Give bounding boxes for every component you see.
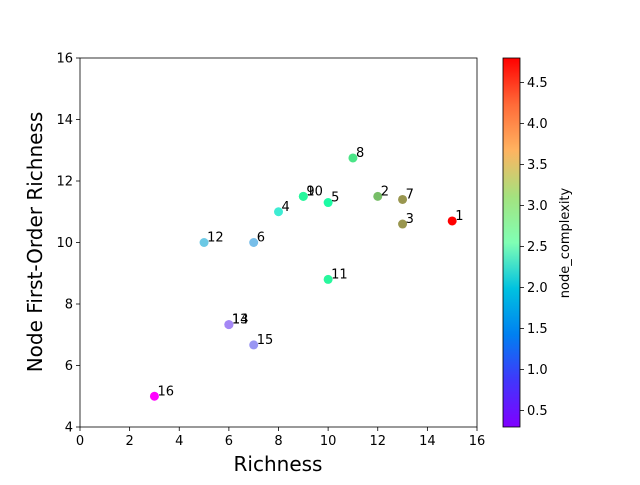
y-tick-label: 14 xyxy=(56,113,73,128)
data-point xyxy=(298,191,308,201)
colorbar-tick-label: 1.0 xyxy=(527,363,548,378)
y-tick-label: 16 xyxy=(56,52,73,67)
data-point-label: 7 xyxy=(406,187,414,202)
data-point-label: 10 xyxy=(306,184,323,199)
data-point-label: 4 xyxy=(282,200,290,215)
x-tick-label: 0 xyxy=(76,434,84,449)
data-point xyxy=(373,191,383,201)
y-tick-label: 4 xyxy=(65,421,73,436)
x-tick-label: 4 xyxy=(175,434,183,449)
data-point-label: 9 xyxy=(306,184,314,199)
x-tick-label: 8 xyxy=(274,434,282,449)
data-point xyxy=(323,198,333,208)
data-point xyxy=(274,207,283,217)
data-point-label: 13 xyxy=(232,313,249,328)
data-point-label: 16 xyxy=(157,384,174,399)
data-point-label: 6 xyxy=(257,231,265,246)
colorbar-title: node_complexity xyxy=(558,187,573,298)
data-point-label: 2 xyxy=(381,184,389,199)
data-point-label: 5 xyxy=(331,191,339,206)
data-point xyxy=(249,238,259,247)
data-point-label: 11 xyxy=(331,267,348,282)
data-point xyxy=(199,238,209,247)
data-point-label: 8 xyxy=(356,146,364,161)
data-point-label: 14 xyxy=(232,313,249,328)
x-tick-label: 16 xyxy=(469,434,486,449)
colorbar-tick-label: 3.5 xyxy=(527,158,548,173)
colorbar-tick-label: 2.0 xyxy=(527,281,548,296)
y-tick-label: 10 xyxy=(56,236,73,251)
plot-frame xyxy=(79,57,478,428)
y-tick-label: 8 xyxy=(65,298,73,313)
y-tick-label: 12 xyxy=(56,175,73,190)
colorbar: 0.5 1.0 1.5 2.0 2.5 3.0 3.5 4.0 4.5 xyxy=(502,57,548,428)
data-point-label: 3 xyxy=(406,212,414,227)
x-tick-label: 6 xyxy=(225,434,233,449)
colorbar-tick-label: 1.5 xyxy=(527,322,548,337)
colorbar-tick-label: 4.0 xyxy=(527,117,548,132)
data-point xyxy=(348,153,358,163)
data-point xyxy=(224,320,234,330)
data-point xyxy=(323,274,333,284)
y-tick-label: 6 xyxy=(65,359,73,374)
data-point-label: 12 xyxy=(207,231,224,246)
colorbar-gradient xyxy=(502,57,521,428)
data-point-label: 1 xyxy=(455,209,463,224)
x-axis-title: Richness xyxy=(234,452,323,476)
y-axis-title: Node First-Order Richness xyxy=(23,112,47,373)
x-tick-label: 14 xyxy=(419,434,436,449)
x-tick-label: 10 xyxy=(320,434,337,449)
x-tick-label: 12 xyxy=(369,434,386,449)
plot-area: 0 2 4 6 8 10 12 14 16468101214161234567891011121… xyxy=(56,52,485,450)
colorbar-tick-label: 4.5 xyxy=(527,76,548,91)
colorbar-tick-label: 3.0 xyxy=(527,199,548,214)
data-point xyxy=(398,219,408,229)
data-point xyxy=(249,340,259,350)
data-point-label: 15 xyxy=(257,333,274,348)
data-point xyxy=(447,216,457,226)
colorbar-tick-label: 0.5 xyxy=(527,404,548,419)
x-tick-label: 2 xyxy=(125,434,133,449)
colorbar-tick-label: 2.5 xyxy=(527,240,548,255)
data-point xyxy=(149,391,159,401)
data-point xyxy=(398,194,408,204)
